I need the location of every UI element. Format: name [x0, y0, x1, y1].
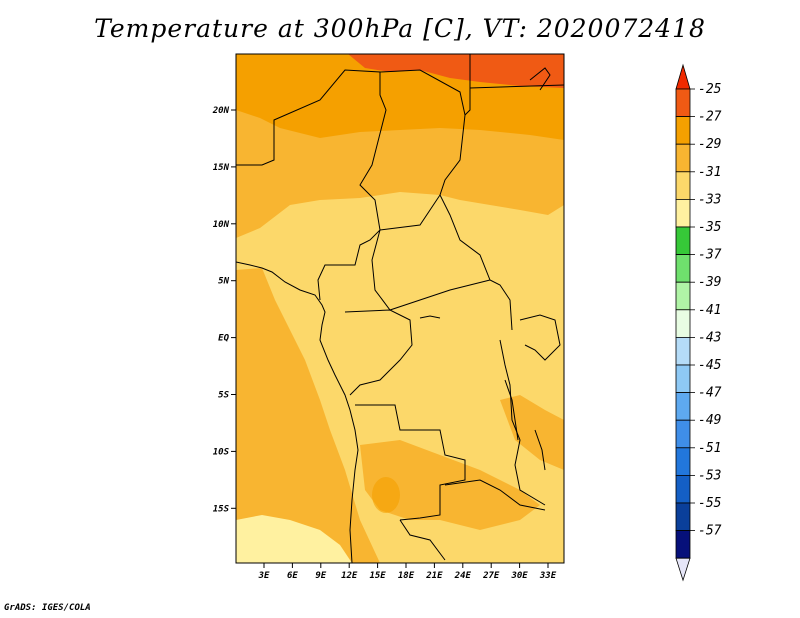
- grads-credit: GrADS: IGES/COLA: [4, 603, 91, 613]
- colorbar-label: -47: [698, 386, 722, 401]
- border-libya-chad: [379, 54, 471, 117]
- lat-tick-label: 10N: [213, 220, 230, 230]
- colorbar-label: -53: [698, 468, 721, 483]
- colorbar-label: -57: [698, 524, 722, 539]
- colorbar-swatch: [675, 143, 691, 173]
- colorbar-label: -25: [698, 82, 722, 97]
- colorbar-swatch: [675, 198, 691, 228]
- colorbar-swatch: [675, 474, 691, 504]
- colorbar-swatch: [675, 281, 691, 311]
- colorbar-swatch: [675, 364, 691, 394]
- lon-tick-label: 3E: [258, 571, 270, 581]
- colorbar-label: -37: [698, 248, 722, 263]
- colorbar-label: -29: [698, 137, 721, 152]
- colorbar-label: -35: [698, 220, 722, 235]
- border-angola: [355, 404, 466, 521]
- colorbar-swatch: [675, 336, 691, 366]
- colorbar-swatch: [675, 530, 691, 559]
- lon-tick-label: 18E: [398, 571, 415, 581]
- colorbar-swatch: [675, 254, 691, 283]
- lon-tick-label: 15E: [369, 571, 386, 581]
- lat-tick-label: 15S: [213, 504, 230, 514]
- lake-victoria: [519, 314, 561, 361]
- lat-tick-label: 5S: [218, 391, 229, 401]
- lat-tick-label: EQ: [218, 334, 229, 344]
- colorbar: -25 -27 -29 -31 -33 -35 -37 -39 -41 -43 -45 -47 -49 -…: [675, 63, 722, 582]
- band-29-31-south: [360, 440, 540, 530]
- band-27-29-patch: [372, 477, 400, 513]
- colorbar-label: -39: [698, 275, 721, 290]
- colorbar-label: -43: [698, 330, 721, 345]
- colorbar-label: -31: [698, 165, 721, 180]
- lat-tick-label: 10S: [213, 447, 230, 457]
- lon-tick-label: 33E: [539, 571, 557, 581]
- lon-tick-label: 30E: [510, 571, 528, 581]
- lake-malawi: [534, 429, 546, 471]
- band-33-35: [236, 515, 352, 563]
- colorbar-label: -33: [698, 192, 721, 207]
- lake-tanganyika: [504, 379, 519, 441]
- band-25-27: [348, 54, 564, 88]
- river-congo: [419, 315, 441, 319]
- lon-tick-label: 21E: [425, 571, 443, 581]
- border-congo: [344, 309, 413, 396]
- longitude-axis: 3E 6E 9E 12E 15E 18E 21E 24E 27E 30E 33E: [258, 563, 557, 581]
- border-zambia: [444, 479, 546, 511]
- lon-tick-label: 9E: [315, 571, 326, 581]
- country-borders: [236, 54, 564, 563]
- lon-tick-label: 12E: [341, 571, 358, 581]
- colorbar-swatch: [675, 171, 691, 200]
- border-car: [371, 194, 491, 311]
- map-title: Temperature at 300hPa [C], VT: 202007241…: [94, 14, 706, 43]
- colorbar-swatch: [675, 502, 691, 532]
- colorbar-swatch: [675, 116, 691, 145]
- lon-tick-label: 6E: [287, 571, 298, 581]
- colorbar-label: -41: [698, 303, 721, 318]
- coast-red-sea: [529, 67, 551, 91]
- lat-tick-label: 15N: [213, 163, 230, 173]
- border-namibia: [399, 519, 446, 561]
- colorbar-swatch: [675, 392, 691, 421]
- colorbar-swatch: [675, 226, 691, 256]
- colorbar-label: -55: [698, 496, 722, 511]
- colorbar-label: -51: [698, 441, 721, 456]
- colorbar-label: -27: [698, 110, 722, 125]
- colorbar-bottom-arrow: [675, 557, 691, 582]
- border-chad-sudan: [439, 114, 513, 331]
- lat-tick-label: 20N: [212, 106, 230, 116]
- colorbar-swatch: [675, 419, 691, 449]
- colorbar-top-arrow: [675, 63, 691, 90]
- border-west: [236, 69, 387, 301]
- temperature-field: [236, 54, 564, 563]
- colorbar-label: -45: [698, 358, 722, 373]
- coastline: [236, 261, 359, 563]
- lon-tick-label: 27E: [482, 571, 500, 581]
- latitude-axis: 20N 15N 10N 5N EQ 5S 10S 15S: [212, 106, 236, 514]
- lon-tick-label: 24E: [454, 571, 472, 581]
- band-29-31-west: [236, 268, 380, 563]
- band-29-31-east: [500, 395, 564, 470]
- lat-tick-label: 5N: [218, 277, 229, 287]
- colorbar-swatch: [675, 447, 691, 476]
- colorbar-label: -49: [698, 413, 721, 428]
- colorbar-swatch: [675, 309, 691, 338]
- colorbar-swatch: [675, 88, 691, 118]
- map-frame: [235, 53, 565, 564]
- border-egypt-sudan: [469, 84, 564, 89]
